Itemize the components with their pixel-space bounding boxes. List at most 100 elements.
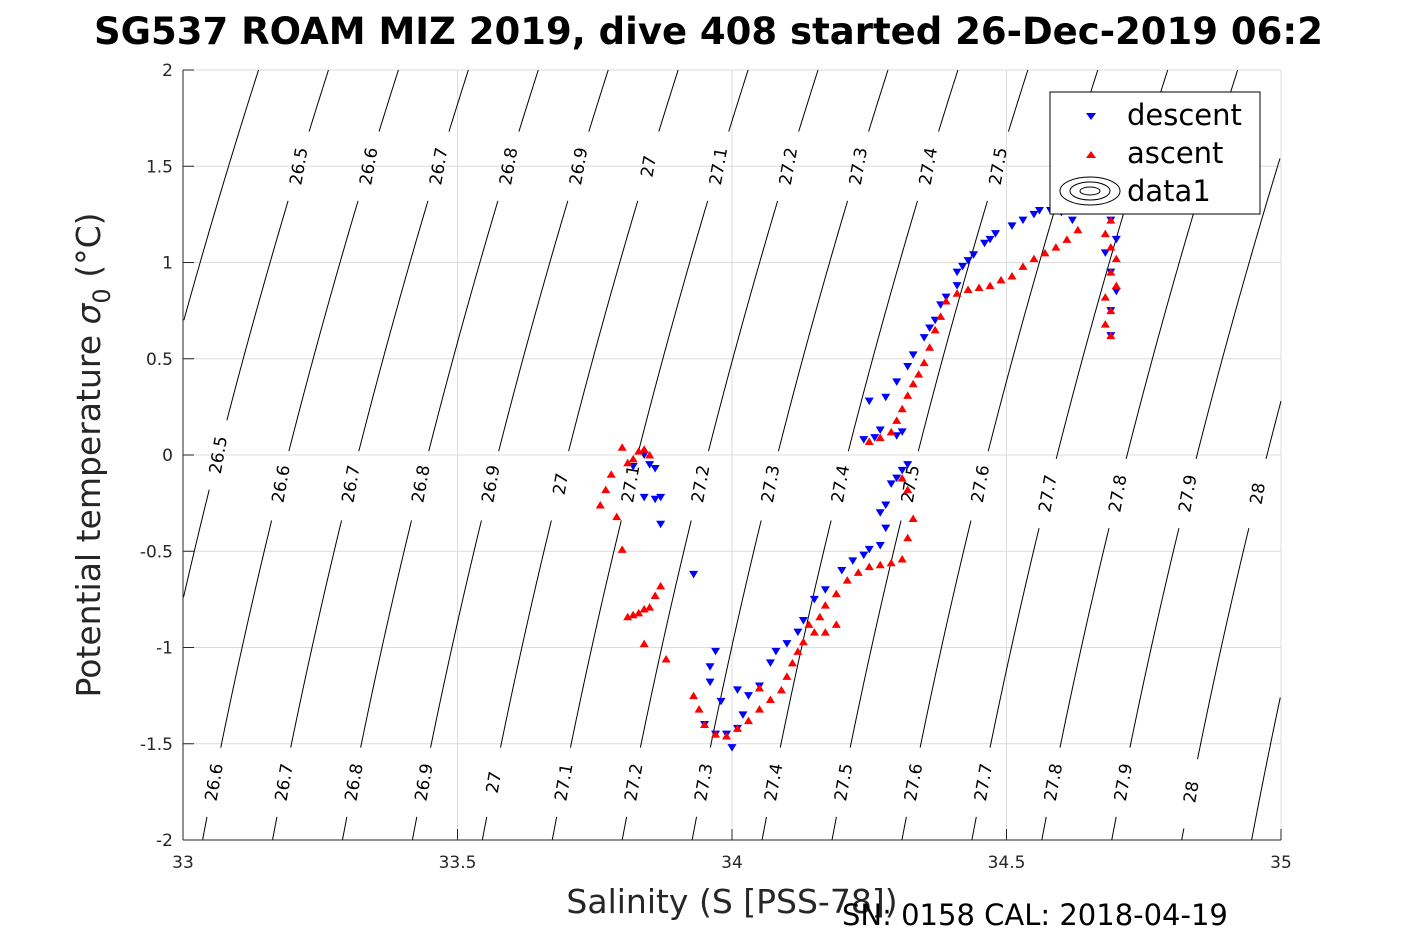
ascent-point <box>864 562 874 571</box>
y-tick-label: 0 <box>162 446 173 466</box>
descent-point <box>985 235 995 244</box>
contour-line <box>1181 828 1185 841</box>
descent-point <box>875 509 885 517</box>
ascent-point <box>645 603 655 611</box>
density-contours <box>182 69 1282 841</box>
contour-line <box>989 528 1040 748</box>
contour-line <box>569 520 622 748</box>
descent-point <box>656 493 666 502</box>
contour-line <box>971 816 977 841</box>
ascent-point <box>908 514 918 523</box>
ascent-point <box>1100 229 1110 238</box>
contour-label: 28 <box>1247 481 1270 506</box>
contour-line <box>779 520 832 748</box>
descent-point <box>881 501 891 510</box>
ascent-point <box>1029 254 1039 263</box>
ascent-point <box>1111 281 1121 290</box>
contour-line <box>518 69 539 132</box>
descent-point <box>639 493 649 502</box>
contour-line <box>1111 816 1117 841</box>
contour-label: 27.4 <box>916 146 942 187</box>
ascent-point <box>925 343 935 351</box>
descent-point <box>732 686 742 694</box>
ascent-point <box>639 639 649 648</box>
contour-label: 26.8 <box>341 762 367 803</box>
descent-point <box>1100 249 1110 257</box>
ascent-point <box>886 558 896 567</box>
contour-label: 27.3 <box>691 762 717 803</box>
contour-label: 26.9 <box>566 146 592 187</box>
y-axis-label-unit: (°C) <box>69 213 108 289</box>
descent-point <box>881 393 891 402</box>
contour-line <box>639 520 692 748</box>
contour-label: 28 <box>1180 780 1203 805</box>
descent-point <box>716 697 726 706</box>
ascent-point <box>815 612 825 621</box>
contour-label: 27.9 <box>1175 473 1201 514</box>
contour-line <box>272 816 278 841</box>
descent-point <box>908 351 918 359</box>
ascent-point <box>804 620 814 628</box>
descent-point <box>925 324 935 332</box>
ascent-point <box>606 470 616 478</box>
contour-line <box>1129 528 1180 748</box>
contour-line <box>498 200 569 452</box>
contour-label: 26.9 <box>478 464 504 505</box>
x-tick-label: 35 <box>1270 853 1292 873</box>
ascent-point <box>656 581 666 590</box>
data-points <box>595 191 1121 752</box>
contour-label: 26.7 <box>426 146 452 187</box>
descent-point <box>798 617 808 625</box>
contour-label: 27.1 <box>551 762 577 803</box>
descent-point <box>903 461 913 469</box>
y-axis-label-sigma: σ <box>69 303 108 325</box>
contour-label: 27.2 <box>688 464 714 505</box>
contour-label: 27.6 <box>968 464 994 505</box>
contour-line <box>202 816 208 841</box>
descent-point <box>650 495 660 504</box>
descent-point <box>809 595 819 604</box>
ascent-point <box>919 358 929 367</box>
descent-point <box>897 428 907 436</box>
y-tick-label: -1.5 <box>140 735 173 755</box>
descent-point <box>886 480 896 488</box>
contour-label: 27.2 <box>776 146 802 187</box>
contour-line <box>868 69 889 132</box>
y-tick-label: 2 <box>162 61 173 81</box>
descent-point <box>864 545 874 554</box>
contour-line <box>728 69 749 132</box>
ascent-point <box>1073 225 1083 234</box>
ascent-point <box>700 720 710 728</box>
ascent-point <box>743 716 753 725</box>
y-tick-label: -2 <box>156 831 173 851</box>
descent-point <box>875 541 885 550</box>
ascent-point <box>1007 271 1017 280</box>
contour-line <box>917 200 988 452</box>
descent-point <box>892 378 902 386</box>
contour-line <box>358 200 429 452</box>
descent-point <box>1111 287 1121 296</box>
contour-label: 27.4 <box>761 762 787 803</box>
contour-label: 27.4 <box>828 464 854 505</box>
ascent-point <box>875 560 885 569</box>
ascent-point <box>645 451 655 459</box>
ascent-point <box>897 404 907 413</box>
contour-line <box>658 69 679 132</box>
contour-label: 27.2 <box>621 762 647 803</box>
contour-line <box>428 200 499 452</box>
y-axis-label-main: Potential temperature <box>69 325 108 698</box>
contour-label: 27 <box>483 770 506 795</box>
ascent-point <box>974 283 984 292</box>
y-tick-label: -1 <box>156 639 173 659</box>
contour-label: 27.7 <box>1035 473 1061 514</box>
descent-point <box>705 678 715 687</box>
descent-point <box>859 551 869 560</box>
contour-line <box>1059 528 1110 748</box>
ascent-point <box>634 447 644 455</box>
descent-point <box>793 628 803 637</box>
descent-point <box>1018 216 1028 225</box>
descent-point <box>1067 216 1077 225</box>
ascent-point <box>617 545 627 553</box>
descent-point <box>870 434 880 442</box>
